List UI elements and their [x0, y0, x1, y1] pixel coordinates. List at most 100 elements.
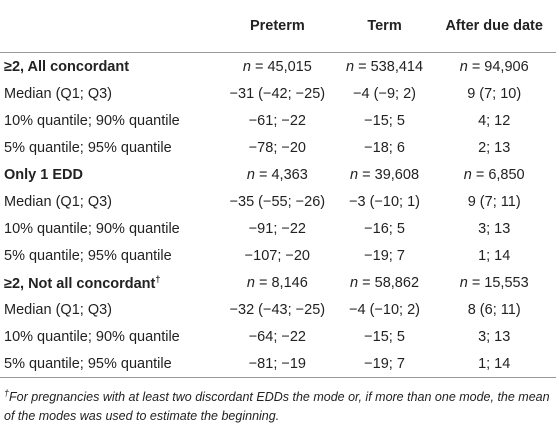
cell: −91; −22: [248, 220, 306, 237]
symbol: n: [350, 274, 359, 291]
row-label: 10% quantile; 90% quantile: [0, 107, 218, 134]
label-text: Median (Q1; Q3): [4, 193, 112, 210]
cell: −19; 7: [364, 247, 405, 264]
label-text: Median (Q1; Q3): [4, 85, 112, 102]
count: = 8,146: [259, 274, 308, 291]
count: = 4,363: [259, 166, 308, 183]
label-text: Median (Q1; Q3): [4, 301, 112, 318]
cell: n = 94,906: [432, 53, 556, 81]
row-label: Median (Q1; Q3): [0, 80, 218, 107]
table-row: 5% quantile; 95% quantile −78; −20 −18; 6 2…: [0, 134, 556, 161]
table-row: ≥2, Not all concordant† n = 8,146 n = 58,8…: [0, 269, 556, 296]
symbol: n: [246, 274, 255, 291]
cell: −4 (−9; 2): [353, 85, 416, 102]
cell: n = 45,015: [218, 53, 337, 81]
cell: −3 (−10; 1): [349, 193, 420, 210]
cell: 9 (7; 10): [467, 85, 522, 102]
row-label: Only 1 EDD: [0, 161, 218, 188]
table-row: 10% quantile; 90% quantile −61; −22 −15; 5…: [0, 107, 556, 134]
row-label: ≥2, Not all concordant†: [0, 269, 218, 296]
cell: 3; 13: [478, 220, 511, 237]
cell: n = 15,553: [432, 269, 556, 296]
row-label: 5% quantile; 95% quantile: [0, 242, 218, 269]
column-header: Preterm: [218, 0, 337, 53]
table-row: ≥2, All concordant n = 45,015 n = 538,414 n…: [0, 53, 556, 81]
column-header: After due date: [432, 0, 556, 53]
row-label: Median (Q1; Q3): [0, 188, 218, 215]
cell: 9 (7; 11): [467, 193, 521, 210]
cell: n = 39,608: [337, 161, 433, 188]
label-text: 10% quantile; 90% quantile: [4, 220, 180, 237]
footnote-marker: †: [155, 273, 161, 284]
cell: −19; 7: [336, 350, 433, 378]
label-text: 5% quantile; 95% quantile: [4, 247, 172, 264]
count: = 45,015: [254, 58, 312, 75]
symbol: n: [459, 58, 468, 75]
count: = 538,414: [358, 58, 424, 75]
row-label: Median (Q1; Q3): [0, 296, 218, 323]
table-row: 10% quantile; 90% quantile −64; −22 −15; 5…: [0, 323, 556, 350]
row-label: 10% quantile; 90% quantile: [0, 323, 218, 350]
cell: n = 4,363: [218, 161, 337, 188]
table-row: Median (Q1; Q3) −31 (−42; −25) −4 (−9; 2) 9…: [0, 80, 556, 107]
cell: n = 8,146: [218, 269, 337, 296]
corner: [0, 0, 218, 53]
count: = 6,850: [475, 166, 525, 183]
label-text: 5% quantile; 95% quantile: [4, 139, 172, 156]
column-header: Term: [336, 0, 433, 53]
cell: −16; 5: [364, 220, 405, 237]
cell: −18; 6: [364, 139, 405, 156]
count: = 39,608: [362, 166, 420, 183]
cell: −15; 5: [364, 112, 405, 129]
count: = 15,553: [471, 274, 529, 291]
cell: −31 (−42; −25): [229, 85, 326, 102]
label-text: Only 1 EDD: [4, 166, 83, 183]
header-row: Preterm Term After due date: [0, 0, 556, 53]
row-label: 5% quantile; 95% quantile: [0, 350, 218, 378]
data-table: Preterm Term After due date ≥2, All concor…: [0, 0, 556, 378]
label-text: ≥2, Not all concordant: [4, 275, 156, 292]
cell: 2; 13: [478, 139, 511, 156]
cell: 8 (6; 11): [467, 301, 521, 318]
cell: 3; 13: [478, 328, 511, 345]
label-text: 10% quantile; 90% quantile: [4, 112, 180, 129]
table-row: 5% quantile; 95% quantile −107; −20 −19; 7…: [0, 242, 556, 269]
symbol: n: [463, 166, 472, 183]
symbol: n: [246, 166, 255, 183]
cell: −107; −20: [244, 247, 310, 264]
cell: −64; −22: [248, 328, 306, 345]
cell: −4 (−10; 2): [349, 301, 420, 318]
label-text: ≥2, All concordant: [4, 58, 130, 75]
cell: −81; −19: [218, 350, 337, 378]
count: = 94,906: [471, 58, 529, 75]
row-label: 10% quantile; 90% quantile: [0, 215, 218, 242]
footnote-text: For pregnancies with at least two discor…: [4, 390, 550, 424]
cell: 4; 12: [478, 112, 511, 129]
row-label: 5% quantile; 95% quantile: [0, 134, 218, 161]
table-row: 10% quantile; 90% quantile −91; −22 −16; 5…: [0, 215, 556, 242]
cell: 1; 14: [478, 247, 511, 264]
symbol: n: [346, 58, 355, 75]
cell: 1; 14: [432, 350, 556, 378]
footnote: †For pregnancies with at least two disco…: [0, 378, 556, 426]
label-text: 5% quantile; 95% quantile: [4, 355, 172, 372]
label-text: 10% quantile; 90% quantile: [4, 328, 180, 345]
table-row: Median (Q1; Q3) −35 (−55; −26) −3 (−10; 1)…: [0, 188, 556, 215]
cell: n = 58,862: [337, 269, 433, 296]
symbol: n: [242, 58, 251, 75]
cell: −32 (−43; −25): [229, 301, 326, 318]
row-label: ≥2, All concordant: [0, 53, 218, 81]
table-body: ≥2, All concordant n = 45,015 n = 538,414 n…: [0, 53, 556, 378]
cell: n = 6,850: [432, 161, 556, 188]
symbol: n: [350, 166, 359, 183]
footnote-marker: †: [4, 388, 10, 398]
table-row: Only 1 EDD n = 4,363 n = 39,608 n = 6,850: [0, 161, 556, 188]
cell: −35 (−55; −26): [229, 193, 326, 210]
table-row: Median (Q1; Q3) −32 (−43; −25) −4 (−10; 2)…: [0, 296, 556, 323]
count: = 58,862: [362, 274, 420, 291]
symbol: n: [459, 274, 468, 291]
cell: −78; −20: [248, 139, 306, 156]
cell: −15; 5: [364, 328, 405, 345]
